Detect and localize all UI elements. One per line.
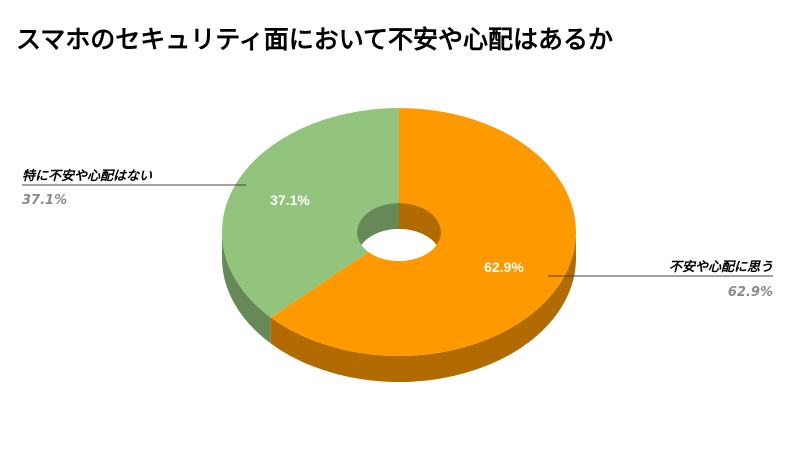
slice-inner-wall-1 xyxy=(399,203,441,258)
callout-label-1: 不安や心配に思う xyxy=(669,259,773,275)
chart-title: スマホのセキュリティ面において不安や心配はあるか xyxy=(16,25,614,54)
slice-1 xyxy=(270,108,576,357)
slice-2 xyxy=(222,108,399,318)
slice-inner-wall-2 xyxy=(357,203,399,258)
callout-label-2: 特に不安や心配はない xyxy=(22,168,153,184)
doughnut-hole xyxy=(357,229,441,261)
slice-side-1 xyxy=(270,232,576,382)
slice-side-2 xyxy=(222,232,271,344)
data-label-inside-1: 62.9% xyxy=(484,259,524,275)
data-label-inside-2: 37.1% xyxy=(270,192,310,208)
callout-value-1: 62.9% xyxy=(728,285,773,300)
callout-value-2: 37.1% xyxy=(22,193,67,208)
